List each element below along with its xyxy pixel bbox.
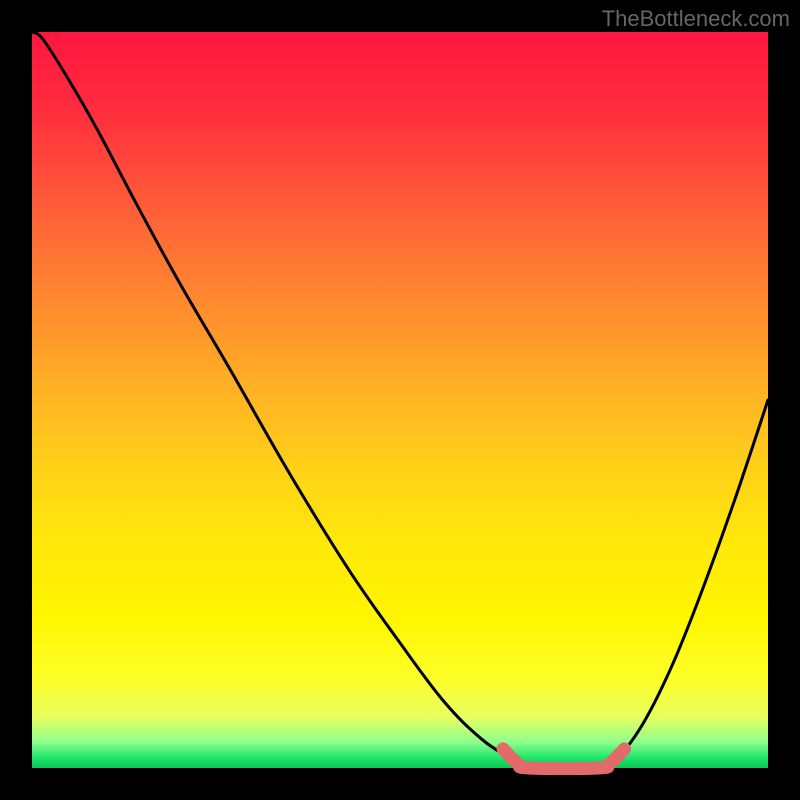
chart-plot-background (32, 32, 768, 768)
attribution-text: TheBottleneck.com (602, 6, 790, 32)
bottleneck-curve-chart (0, 0, 800, 800)
chart-container: TheBottleneck.com (0, 0, 800, 800)
